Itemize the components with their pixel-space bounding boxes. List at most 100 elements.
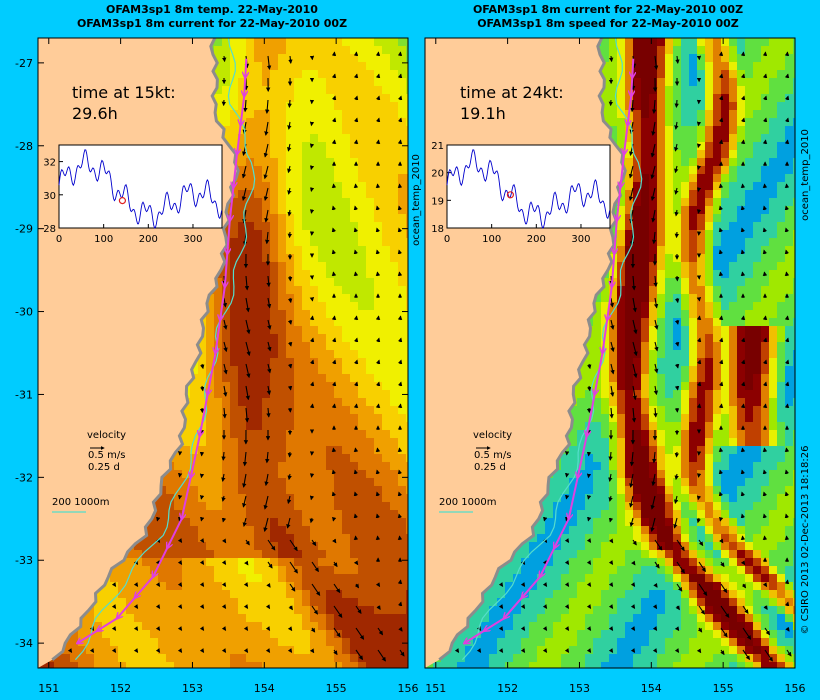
field-cell (398, 558, 407, 567)
field-cell (366, 374, 375, 383)
field-cell (689, 182, 698, 191)
field-cell (406, 54, 408, 63)
field-cell (318, 454, 327, 463)
field-cell (398, 526, 407, 535)
current-vector (245, 341, 251, 357)
field-cell (657, 142, 666, 151)
field-cell (262, 270, 271, 279)
field-cell (246, 278, 255, 287)
field-cell (342, 438, 351, 447)
field-cell (705, 102, 714, 111)
field-cell (302, 70, 311, 79)
field-cell (705, 54, 714, 63)
field-cell (118, 590, 127, 599)
field-cell (390, 270, 399, 279)
field-cell (326, 390, 335, 399)
field-cell (753, 70, 762, 79)
field-cell (737, 46, 746, 55)
field-cell (334, 646, 343, 655)
field-cell (294, 222, 303, 231)
field-cell (406, 374, 408, 383)
field-cell (406, 662, 408, 668)
current-vector (221, 451, 226, 461)
field-cell (238, 134, 247, 143)
field-cell (94, 614, 103, 623)
field-cell (254, 502, 263, 511)
field-cell (254, 470, 263, 479)
field-cell (294, 270, 303, 279)
current-vector (245, 297, 250, 313)
field-cell (310, 302, 319, 311)
field-cell (681, 46, 690, 55)
field-cell (785, 118, 794, 127)
field-cell (785, 46, 794, 55)
field-cell (342, 526, 351, 535)
field-cell (158, 550, 167, 559)
field-cell (302, 334, 311, 343)
field-cell (246, 286, 255, 295)
field-cell (222, 582, 231, 591)
field-cell (398, 486, 407, 495)
field-cell (310, 614, 319, 623)
field-cell (761, 62, 770, 71)
field-cell (286, 334, 295, 343)
field-cell (302, 310, 311, 319)
field-cell (390, 102, 399, 111)
field-cell (641, 86, 650, 95)
left-velocity-time: 0.25 d (88, 462, 120, 473)
field-cell (382, 414, 391, 423)
field-cell (406, 606, 408, 615)
field-cell (358, 326, 367, 335)
field-cell (270, 206, 279, 215)
current-vector (177, 560, 183, 566)
field-cell (406, 214, 408, 223)
field-cell (190, 518, 199, 527)
field-cell (286, 262, 295, 271)
field-cell (246, 46, 255, 55)
field-cell (70, 662, 79, 668)
field-cell (270, 318, 279, 327)
field-cell (342, 270, 351, 279)
field-cell (358, 446, 367, 455)
field-cell (174, 638, 183, 647)
field-cell (278, 430, 287, 439)
field-cell (601, 110, 610, 119)
field-cell (382, 182, 391, 191)
field-cell (310, 198, 319, 207)
field-cell (318, 430, 327, 439)
field-cell (246, 350, 255, 359)
field-cell (262, 542, 271, 551)
field-cell (206, 574, 215, 583)
x-tick-label: 153 (182, 682, 203, 695)
field-cell (254, 142, 263, 151)
field-cell (334, 582, 343, 591)
field-cell (713, 70, 722, 79)
field-cell (374, 110, 383, 119)
field-cell (230, 326, 239, 335)
field-cell (366, 150, 375, 159)
field-cell (134, 606, 143, 615)
field-cell (398, 86, 407, 95)
current-vector (375, 73, 381, 79)
field-cell (657, 166, 666, 175)
field-cell (302, 182, 311, 191)
field-cell (334, 430, 343, 439)
field-cell (302, 54, 311, 63)
field-cell (745, 78, 754, 87)
field-cell (174, 558, 183, 567)
field-cell (246, 102, 255, 111)
field-cell (206, 382, 215, 391)
field-cell (390, 526, 399, 535)
field-cell (150, 550, 159, 559)
current-vector (265, 604, 271, 610)
field-cell (318, 334, 327, 343)
field-cell (641, 182, 650, 191)
field-cell (198, 598, 207, 607)
field-cell (609, 46, 618, 55)
field-cell (294, 110, 303, 119)
field-cell (294, 278, 303, 287)
field-cell (673, 182, 682, 191)
field-cell (382, 462, 391, 471)
current-vector (111, 604, 117, 610)
field-cell (350, 406, 359, 415)
